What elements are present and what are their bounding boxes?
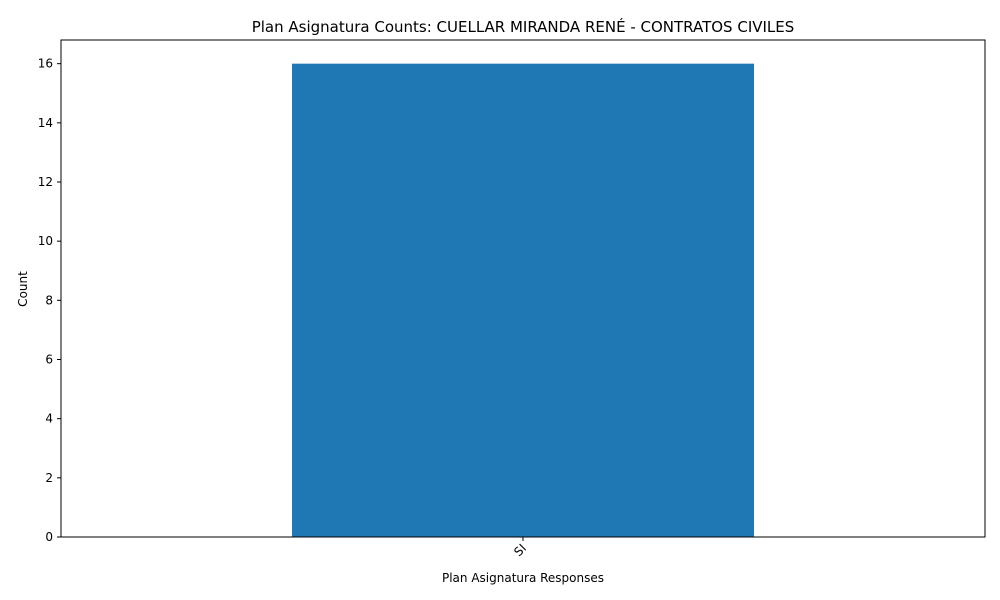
y-tick-label: 4 <box>45 412 53 426</box>
x-axis-label: Plan Asignatura Responses <box>442 571 604 585</box>
y-tick-label: 12 <box>38 175 53 189</box>
y-tick-label: 8 <box>45 293 53 307</box>
x-tick-label: SI <box>511 541 529 559</box>
bar-si <box>292 63 754 538</box>
x-axis: SI <box>511 537 529 559</box>
y-tick-label: 10 <box>38 234 53 248</box>
y-tick-label: 0 <box>45 530 53 544</box>
y-tick-label: 16 <box>38 57 53 71</box>
y-tick-label: 6 <box>45 353 53 367</box>
y-tick-label: 2 <box>45 471 53 485</box>
bars <box>292 63 754 538</box>
y-axis-label: Count <box>16 271 30 307</box>
chart-title: Plan Asignatura Counts: CUELLAR MIRANDA … <box>252 17 795 36</box>
y-axis: 0 2 4 6 8 10 12 14 16 <box>38 57 61 544</box>
y-tick-label: 14 <box>38 116 53 130</box>
